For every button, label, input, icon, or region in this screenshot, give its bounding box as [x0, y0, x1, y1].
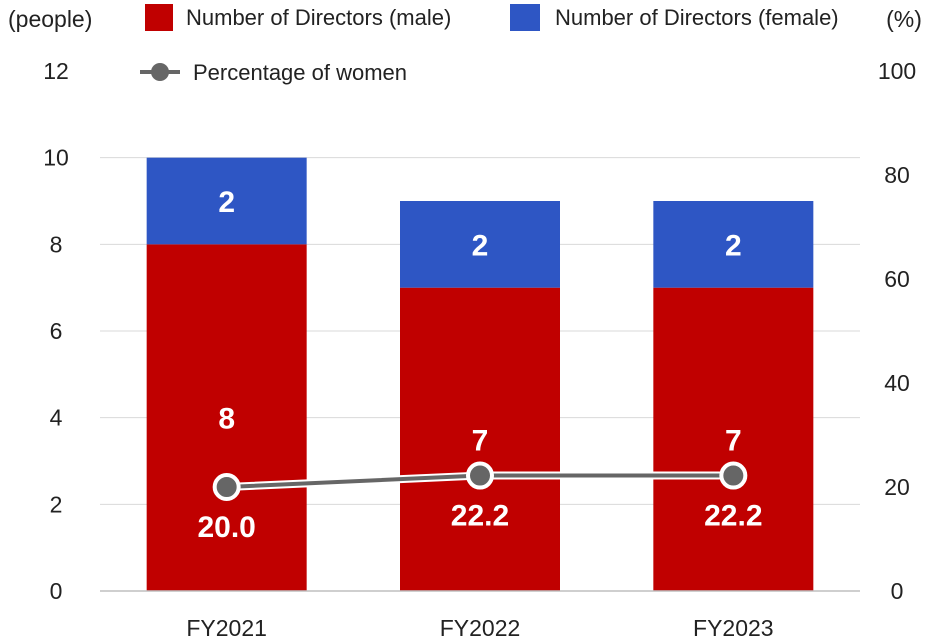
axes: 0 2 4 6 8 10 12 0 20 40 60 80 100 (people) (%) FY2021 FY…	[8, 6, 922, 640]
y-right-tick-label: 40	[884, 370, 910, 396]
x-tick-label: FY2021	[186, 615, 267, 640]
x-tick-label: FY2023	[693, 615, 774, 640]
y-right-tick-label: 60	[884, 266, 910, 292]
legend-swatch-male	[145, 4, 173, 31]
line-point	[719, 461, 748, 490]
bar-male-label: 7	[472, 424, 489, 457]
legend-line-marker	[151, 63, 169, 81]
y-left-tick-label: 10	[43, 145, 69, 171]
y-left-tick-label: 6	[50, 318, 63, 344]
y-right-tick-label: 20	[884, 474, 910, 500]
bar-female	[146, 157, 307, 245]
x-tick-label: FY2022	[440, 615, 521, 640]
bar-female-label: 2	[725, 229, 742, 262]
bar-male	[400, 287, 560, 591]
y-right-tick-label: 0	[891, 578, 904, 604]
bars: 8 2 7 2 7 2	[146, 157, 814, 592]
y-right-axis-label: (%)	[886, 6, 922, 32]
y-left-axis-label: (people)	[8, 6, 92, 32]
y-right-tick-label: 80	[884, 162, 910, 188]
bar-male	[653, 287, 814, 591]
bar-female-label: 2	[472, 229, 489, 262]
line-point-label: 22.2	[704, 500, 762, 533]
bar-male-label: 8	[218, 403, 235, 436]
line-point-label: 22.2	[451, 500, 509, 533]
line-point-label: 20.0	[197, 511, 255, 544]
y-left-tick-label: 8	[50, 231, 63, 257]
bar-male	[146, 244, 307, 592]
line-point	[212, 473, 241, 501]
legend-label-percentage: Percentage of women	[193, 60, 407, 85]
y-left-tick-label: 2	[50, 491, 63, 517]
bar-female	[653, 201, 814, 288]
line-point	[466, 461, 494, 490]
percentage-line: 20.0 22.2 22.2	[197, 461, 763, 544]
legend: Number of Directors (male) Number of Dire…	[140, 4, 839, 85]
bar-female	[400, 201, 560, 288]
bar-female-label: 2	[218, 186, 235, 219]
y-left-tick-label: 4	[50, 405, 63, 431]
legend-swatch-female	[510, 4, 540, 31]
y-left-tick-label: 0	[50, 578, 63, 604]
legend-label-female: Number of Directors (female)	[555, 5, 839, 30]
legend-label-male: Number of Directors (male)	[186, 5, 451, 30]
y-right-tick-label: 100	[878, 58, 916, 84]
y-left-tick-label: 12	[43, 58, 69, 84]
bar-male-label: 7	[725, 424, 742, 457]
